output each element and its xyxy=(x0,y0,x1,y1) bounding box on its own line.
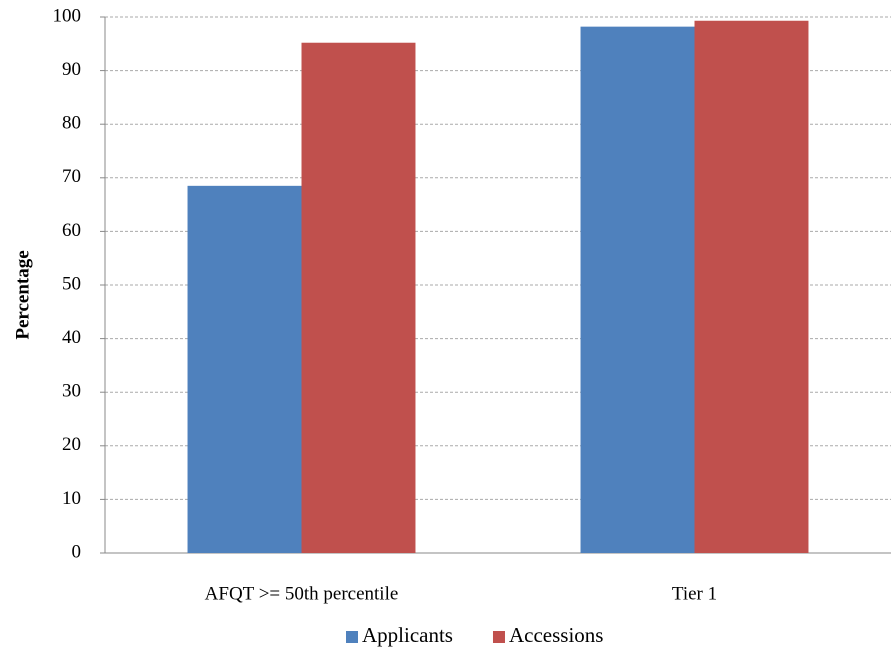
bar xyxy=(187,185,302,553)
x-tick-label: Tier 1 xyxy=(672,583,717,604)
y-tick-label: 80 xyxy=(62,113,81,134)
legend-label: Applicants xyxy=(362,623,453,647)
legend-label: Accessions xyxy=(509,623,603,647)
y-tick-label: 60 xyxy=(62,220,81,241)
y-tick-label: 100 xyxy=(53,5,82,26)
y-tick-label: 40 xyxy=(62,327,81,348)
y-tick-label: 30 xyxy=(62,381,81,402)
legend-swatch xyxy=(346,631,358,643)
y-tick-label: 90 xyxy=(62,59,81,80)
y-tick-label: 70 xyxy=(62,166,81,187)
y-tick-label: 0 xyxy=(72,541,82,562)
bar xyxy=(694,20,809,553)
y-tick-label: 50 xyxy=(62,273,81,294)
legend-swatch xyxy=(492,631,505,643)
bar xyxy=(301,42,416,554)
y-tick-label: 10 xyxy=(62,488,81,509)
x-tick-label: AFQT >= 50th percentile xyxy=(205,583,399,604)
y-axis-label: Percentage xyxy=(12,250,33,339)
y-tick-label: 20 xyxy=(62,434,81,455)
bar xyxy=(580,26,695,553)
